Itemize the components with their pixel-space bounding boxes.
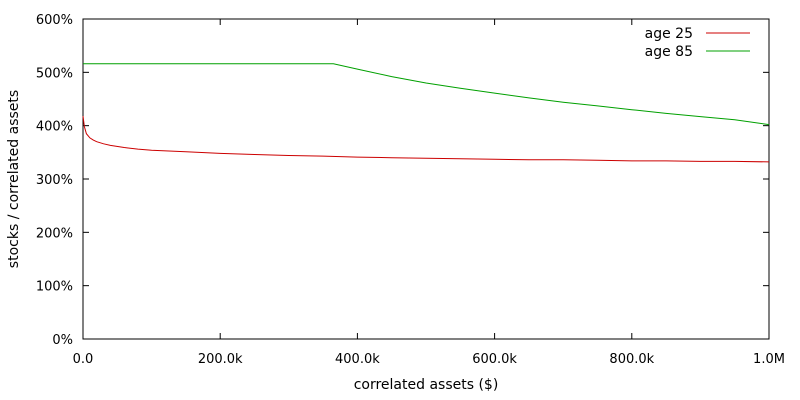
x-tick-label: 200.0k — [198, 352, 243, 367]
y-tick-label: 0% — [52, 333, 73, 348]
x-tick-label: 1.0M — [753, 352, 785, 367]
x-tick-label: 800.0k — [609, 352, 654, 367]
x-axis-title: correlated assets ($) — [354, 377, 499, 393]
y-tick-label: 100% — [36, 280, 73, 295]
series-line — [82, 116, 770, 163]
y-tick-label: 200% — [36, 226, 73, 241]
x-tick-label: 400.0k — [335, 352, 380, 367]
x-tick-label: 0.0 — [73, 352, 94, 367]
axis-ticks: 0.0 200.0k 400.0k 600.0k 800.0k 1.0M 0% 100% 200… — [36, 13, 785, 367]
x-tick-label: 600.0k — [472, 352, 517, 367]
y-tick-label: 600% — [36, 13, 73, 28]
legend-label: age 25 — [645, 26, 693, 42]
series-lines — [82, 63, 770, 163]
series-line — [83, 63, 770, 126]
y-axis-title: stocks / correlated assets — [6, 90, 22, 268]
y-tick-label: 300% — [36, 173, 73, 188]
y-tick-label: 400% — [36, 120, 73, 135]
legend: age 25 age 85 — [645, 26, 750, 60]
y-tick-label: 500% — [36, 66, 73, 81]
plot-frame — [82, 18, 770, 340]
legend-label: age 85 — [645, 44, 693, 60]
